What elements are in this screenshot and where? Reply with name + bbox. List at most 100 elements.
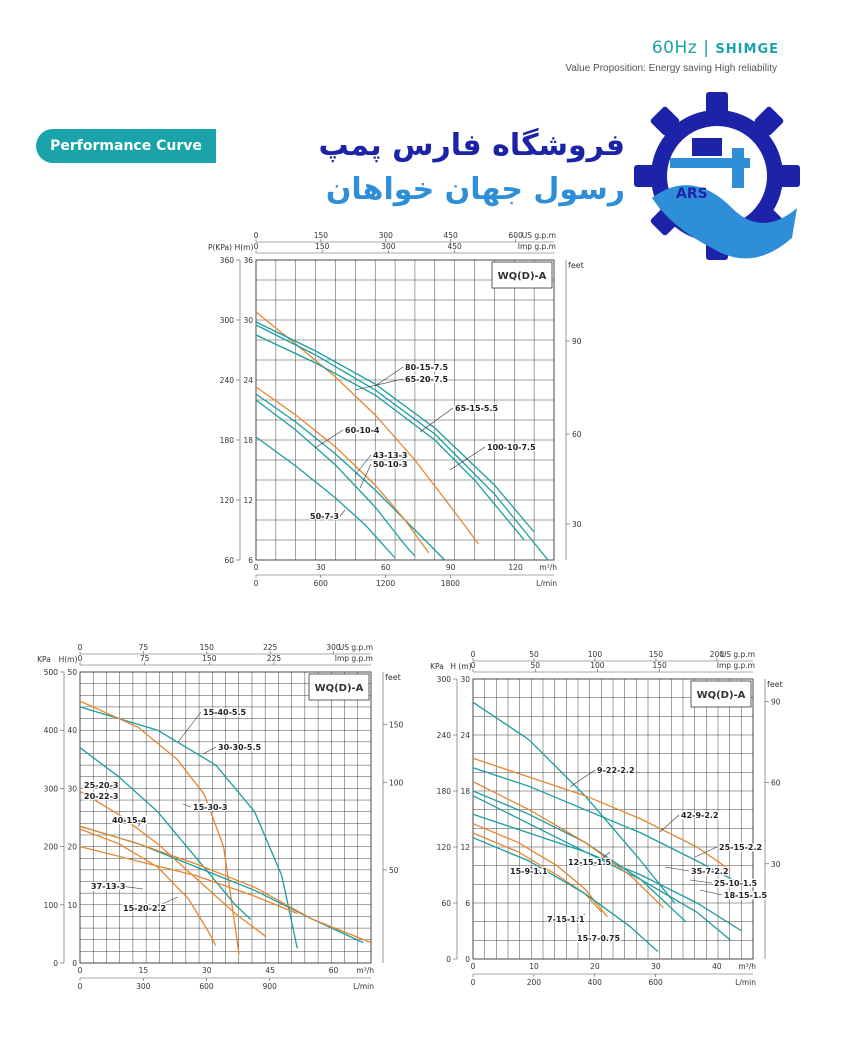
feet-tick-label: 50 (389, 866, 399, 875)
curve-65-20-7.5 (255, 334, 525, 541)
curve-12-15-1.5 (472, 790, 687, 923)
leader-line (152, 896, 179, 909)
curve-label: 65-15-5.5 (455, 404, 499, 413)
imp-tick-label: 450 (448, 242, 463, 251)
brand-name: SHIMGE (715, 42, 779, 57)
curve-label: 40-15-4 (112, 816, 147, 825)
feet-tick-label: 90 (572, 337, 582, 346)
h-tick-label: 50 (67, 668, 77, 677)
us-tick-label: 50 (529, 650, 539, 659)
us-tick-label: 150 (200, 643, 215, 652)
header-subtitle: Value Proposition: Energy saving High re… (565, 63, 777, 74)
us-tick-label: 200 (710, 650, 725, 659)
m3h-tick-label: 90 (446, 563, 456, 572)
m3h-tick-label: 60 (329, 966, 339, 975)
h-tick-label: 10 (67, 901, 77, 910)
m3h-tick-label: 15 (139, 966, 149, 975)
lmin-tick-label: 600 (648, 978, 663, 987)
curve-7-15-1.1 (472, 832, 603, 913)
model-label: WQ(D)-A (498, 271, 547, 282)
us-tick-label: 300 (379, 231, 394, 240)
m3h-tick-label: 45 (265, 966, 275, 975)
h-tick-label: 24 (243, 376, 253, 385)
curve-label: 100-10-7.5 (487, 443, 536, 452)
leader-line (689, 879, 713, 884)
p-tick-label: 300 (44, 784, 59, 793)
h-tick-label: 30 (243, 316, 253, 325)
h-axis-label: H(m) (59, 655, 78, 664)
h-tick-label: 6 (465, 899, 470, 908)
curve-label: 25-10-1.5 (714, 879, 758, 888)
p-tick-label: 0 (446, 955, 451, 964)
leader-line (449, 446, 486, 471)
curve-25-10-1.5 (472, 795, 732, 941)
curve-15-7-0.75 (472, 837, 659, 952)
m3h-tick-label: 0 (78, 966, 83, 975)
us-tick-label: 100 (588, 650, 603, 659)
lmin-axis-label: L/min (353, 982, 374, 991)
feet-tick-label: 30 (572, 520, 582, 529)
model-box (690, 680, 752, 708)
curve-50-10-3 (255, 399, 416, 557)
us-tick-label: 0 (471, 650, 476, 659)
leader-line (699, 889, 723, 896)
h-tick-label: 36 (243, 256, 253, 265)
curve-label: 35-7-2.2 (691, 867, 729, 876)
p-axis-label: KPa (430, 662, 444, 671)
imp-tick-label: 150 (315, 242, 330, 251)
leader-line (354, 454, 372, 476)
store-logo-icon (634, 92, 800, 260)
imp-tick-label: 150 (202, 654, 217, 663)
m3h-tick-label: 0 (254, 563, 259, 572)
lmin-axis-label: L/min (536, 579, 557, 588)
header-title: 60Hz | SHIMGE (652, 38, 779, 58)
curve-label: 37-13-3 (91, 882, 125, 891)
curve-label: 15-7-0.75 (577, 934, 621, 943)
curve-label: 15-40-5.5 (203, 708, 247, 717)
p-tick-label: 500 (44, 668, 59, 677)
plot-frame (79, 671, 372, 964)
curve-label: 15-30-3 (193, 803, 227, 812)
curve-25-15-2.2 (472, 767, 743, 885)
curve-18-15-1.5 (472, 781, 664, 909)
curve-label: 15-20-2.2 (123, 904, 166, 913)
h-tick-label: 18 (460, 787, 470, 796)
curve-label: 9-22-2.2 (597, 766, 635, 775)
h-tick-label: 12 (460, 843, 470, 852)
header-separator: | (703, 38, 710, 58)
leader-line (569, 769, 596, 788)
feet-tick-label: 90 (771, 697, 781, 706)
us-axis-label: US g.p.m (339, 643, 373, 652)
p-tick-label: 100 (44, 901, 59, 910)
us-tick-label: 225 (263, 643, 278, 652)
model-label: WQ(D)-A (315, 683, 364, 694)
curve-label: 12-15-1.5 (568, 858, 612, 867)
p-tick-label: 120 (220, 496, 235, 505)
leader-line (339, 509, 346, 517)
curve-label: 7-15-1.1 (547, 915, 585, 924)
m3h-axis-label: m³/h (539, 563, 557, 572)
curve-label: 80-15-7.5 (405, 363, 449, 372)
leader-line (664, 866, 690, 872)
h-tick-label: 18 (243, 436, 253, 445)
store-owner: رسول جهان خواهان (325, 172, 625, 207)
us-tick-label: 0 (78, 643, 83, 652)
leader-line (576, 913, 586, 920)
curve-65-15-5.5 (255, 321, 535, 533)
curve-43-13-3 (255, 386, 430, 554)
feet-axis-label: feet (767, 680, 783, 689)
curve-label: 42-9-2.2 (681, 811, 719, 820)
m3h-tick-label: 10 (529, 962, 539, 971)
plot-frame (472, 678, 754, 960)
imp-tick-label: 300 (381, 242, 396, 251)
h-tick-label: 6 (248, 556, 253, 565)
imp-axis-label: Imp g.p.m (717, 661, 755, 670)
curve-42-9-2.2 (472, 757, 731, 871)
p-tick-label: 0 (53, 959, 58, 968)
curve-9-22-2.2 (472, 701, 676, 904)
curve-40-15-4 (79, 825, 372, 944)
feet-axis-label: feet (385, 673, 401, 682)
curve-label: 50-10-3 (373, 460, 407, 469)
curve-100-10-7.5 (255, 324, 549, 561)
